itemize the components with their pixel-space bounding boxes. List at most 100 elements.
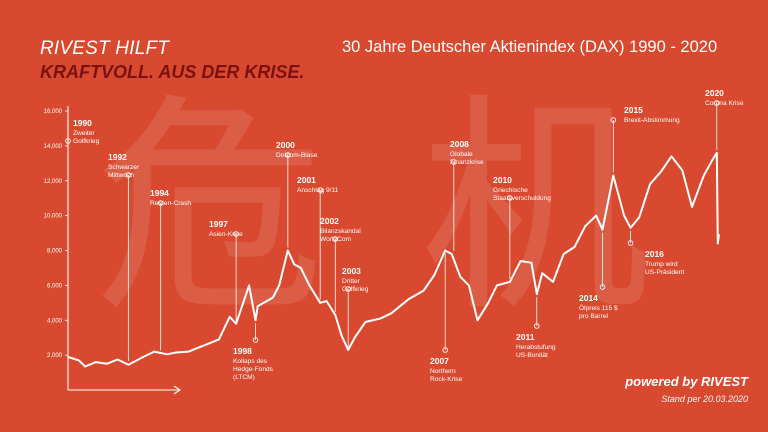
data-point <box>703 174 705 177</box>
annotation-marker <box>157 200 164 206</box>
annotation-text: Hedge-Fonds <box>233 366 274 373</box>
annotation-text: Golfkrieg <box>73 138 100 145</box>
annotation-marker <box>233 231 239 237</box>
chart-title: 30 Jahre Deutscher Aktienindex (DAX) 199… <box>342 38 718 56</box>
data-point <box>319 302 322 304</box>
data-point <box>116 358 119 361</box>
y-tick-label: 2,000 <box>47 353 63 359</box>
data-point <box>84 365 86 368</box>
annotation-text: Brexit-Abstimmung <box>624 117 680 124</box>
annotation-marker <box>125 172 132 178</box>
data-point <box>681 169 684 172</box>
data-point <box>519 260 522 262</box>
annotation-year: 1992 <box>108 152 127 162</box>
annotation-marker <box>332 236 339 242</box>
annotation-marker <box>507 195 513 201</box>
annotation-year: 2003 <box>342 266 361 276</box>
annotation-year: 2016 <box>645 249 664 259</box>
annotation-text: Golfkrieg <box>342 286 369 293</box>
data-point <box>209 342 212 344</box>
brand-line-1: RIVEST HILFT <box>40 38 170 59</box>
data-point <box>407 298 410 301</box>
annotation-text: US-Bonität <box>516 352 548 359</box>
annotation-text: Trump wird <box>645 261 678 268</box>
annotation-year: 2011 <box>516 332 535 342</box>
annotation-text: Globale <box>450 151 473 158</box>
y-tick-label: 12,000 <box>44 179 63 185</box>
data-point <box>347 349 350 351</box>
annotation-text: Corona Krise <box>705 100 744 107</box>
data-point <box>256 305 259 308</box>
data-point <box>153 350 155 353</box>
data-point <box>293 263 296 266</box>
data-point <box>142 356 145 358</box>
data-point <box>541 272 543 275</box>
annotation-year: 2008 <box>450 139 469 149</box>
series-group <box>67 151 720 368</box>
data-point <box>612 174 615 177</box>
annotation-text: Northern <box>430 368 456 375</box>
data-point <box>573 246 576 248</box>
annotation-text: WorldCom <box>320 236 352 243</box>
y-tick-label: 16,000 <box>44 109 63 115</box>
data-point <box>552 281 554 283</box>
annotation-text: Mittwoch <box>108 172 134 179</box>
annotation-year: 1994 <box>150 188 169 198</box>
annotation-text: Finanzkrise <box>450 159 484 166</box>
annotation-text: Zweiter <box>73 130 95 137</box>
data-point <box>379 317 382 320</box>
annotation-text: US-Präsident <box>645 269 684 276</box>
data-point <box>659 171 662 173</box>
y-tick-label: 4,000 <box>47 318 63 324</box>
data-point <box>496 284 498 287</box>
data-point <box>228 316 231 318</box>
annotation-year: 1998 <box>233 346 252 356</box>
data-point <box>711 159 714 161</box>
brand-tagline: KRAFTVOLL. AUS DER KRISE. <box>40 62 305 82</box>
data-point <box>278 284 281 287</box>
data-point <box>530 261 533 264</box>
dax-series-line <box>67 151 720 368</box>
annotation-year: 2001 <box>297 175 316 185</box>
data-point <box>287 249 289 252</box>
annotation-text: Asien-Krise <box>209 231 243 238</box>
annotation-year: 2002 <box>320 216 339 226</box>
data-point <box>390 312 393 315</box>
x-axis-arrowhead <box>173 385 181 395</box>
data-point <box>716 152 718 154</box>
data-point <box>509 281 511 283</box>
data-point <box>334 314 337 316</box>
data-point <box>623 214 625 217</box>
data-point <box>272 296 274 299</box>
data-point <box>601 228 604 231</box>
data-point <box>450 253 453 255</box>
data-point <box>300 267 302 269</box>
y-tick-label: 14,000 <box>44 144 63 150</box>
data-point <box>584 225 587 227</box>
data-point <box>235 322 237 325</box>
annotation-marker <box>610 117 617 123</box>
data-point <box>106 363 108 365</box>
annotation-leaders <box>65 100 720 361</box>
data-point <box>95 361 97 363</box>
annotation-text: Ölpreis 115 $ <box>579 304 618 312</box>
data-point <box>175 351 177 354</box>
annotation-year: 2010 <box>493 175 512 185</box>
data-point <box>562 253 565 255</box>
y-tick-label: 10,000 <box>44 214 63 220</box>
annotation-year: 1997 <box>209 219 228 229</box>
annotation-text: pro Barrel <box>579 313 608 320</box>
annotation-marker <box>627 240 634 246</box>
data-point <box>433 274 436 276</box>
chart-axes <box>67 106 181 395</box>
data-point <box>487 302 490 304</box>
data-point <box>308 284 311 287</box>
annotation-marker <box>534 323 540 329</box>
data-point <box>670 155 673 158</box>
data-point <box>468 284 470 287</box>
annotation-year: 1990 <box>73 118 92 128</box>
annotation-text: Griechische <box>493 187 528 194</box>
annotation-marker <box>451 159 457 165</box>
data-point <box>364 321 367 323</box>
